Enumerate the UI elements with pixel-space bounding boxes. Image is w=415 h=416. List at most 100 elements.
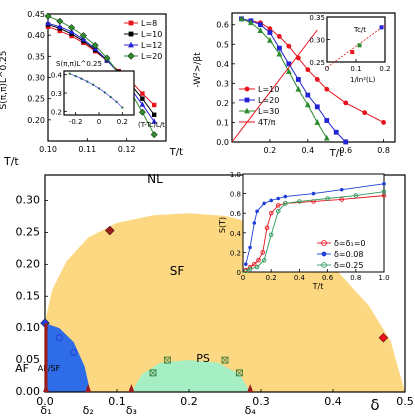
data-point [276, 50, 283, 57]
y-tick-label: 0.15 [16, 289, 41, 302]
y-tick-label: 0.6 [216, 21, 229, 30]
data-point [79, 32, 87, 40]
phase-point [70, 348, 78, 356]
region-label: AF/SF [38, 364, 61, 373]
ps-region [131, 360, 251, 392]
x-tick-label: 0.8 [350, 274, 361, 282]
y-axis-label: S(π,π)L^0.25 [0, 50, 9, 109]
region-label: PS [196, 352, 210, 365]
data-point [152, 102, 157, 108]
inset-title: S(π,π)L^0.25 [56, 60, 102, 68]
phase-point [55, 334, 63, 342]
panel-b-inset-frame [326, 16, 386, 63]
x-tick-label: 0.2 [117, 118, 128, 126]
legend-marker [321, 240, 327, 246]
inset-fit-line [326, 24, 386, 68]
data-point [305, 67, 311, 73]
data-point [339, 187, 344, 192]
data-point [252, 221, 257, 225]
data-point [243, 268, 249, 274]
y-tick-label: 0.20 [27, 116, 45, 125]
data-point [45, 20, 51, 26]
inset-data-point [357, 43, 362, 48]
legend-label: δ=0.25 [334, 261, 363, 270]
data-point [382, 182, 386, 186]
x-tick-label: 0.5 [396, 395, 414, 408]
x-tick-label: 0.8 [377, 146, 390, 155]
y-tick-label: 0.45 [27, 10, 45, 19]
legend: L=8 L=10 L=12 L=20 [124, 19, 162, 61]
legend-label: L=30 [258, 107, 279, 116]
inset-data-point [350, 50, 355, 55]
legend-marker [128, 31, 134, 37]
data-point [57, 28, 62, 34]
data-point [260, 250, 265, 255]
data-point [257, 27, 264, 33]
data-point [353, 193, 359, 198]
x-tick-label: 0 [97, 118, 101, 126]
data-point [138, 108, 146, 116]
y-tick-label: 0.6 [230, 210, 242, 218]
legend-marker [244, 107, 250, 114]
legend-label: δ=δ₁=0 [334, 239, 366, 248]
legend-label: L=10 [258, 85, 279, 94]
x-tick-label: 0.4 [324, 395, 342, 408]
legend-marker [321, 251, 327, 257]
data-point [56, 17, 64, 25]
x-tick-label: 0.4 [301, 146, 314, 155]
data-point [57, 23, 63, 29]
data-point [381, 120, 387, 125]
data-point [244, 262, 248, 266]
x-tick-label: 0.11 [78, 145, 96, 154]
y-tick-label: 0.35 [27, 52, 45, 61]
data-point [152, 112, 157, 117]
y-tick-label: 0.4 [51, 72, 63, 80]
data-point [248, 19, 254, 26]
data-point [256, 257, 261, 263]
data-point [314, 77, 320, 82]
y-tick-label: 0.20 [16, 257, 41, 270]
data-point [267, 26, 273, 32]
y-tick-label: 0.05 [16, 353, 41, 366]
legend-label: L=8 [141, 19, 157, 28]
data-point [151, 118, 157, 124]
inset-title: Tc/t [353, 26, 366, 34]
phase-point-cross [149, 369, 157, 377]
y-tick-label: 0.3 [51, 90, 62, 98]
x-tick-label: 0.1 [108, 395, 126, 408]
legend-label: 4T/π [258, 118, 276, 127]
data-point [91, 41, 99, 49]
x-tick-label: -0.2 [69, 118, 83, 126]
phase-point-cross [221, 356, 229, 364]
data-point [267, 36, 273, 43]
x-tick-label: 0.2 [180, 395, 198, 408]
data-point [324, 118, 330, 123]
data-point [276, 196, 281, 201]
data-point [297, 199, 302, 204]
y-tick-label: 0 [237, 269, 241, 277]
legend-marker [321, 262, 327, 268]
data-point [258, 22, 263, 28]
legend-marker [244, 86, 250, 92]
x-tick-label: 0 [325, 65, 329, 73]
data-point [283, 201, 288, 206]
data-point [276, 203, 281, 208]
delta-label: δ₁ [40, 404, 51, 416]
data-point [103, 54, 111, 62]
delta-marker [85, 384, 92, 392]
panel-b-superfluid-stiffness-chart: 0.2 0.4 0.6 0.80.00.10.20.30.40.50.6T/t-W²>… [193, 12, 396, 159]
y-axis-label: T/t [3, 155, 19, 168]
data-point [276, 45, 282, 51]
data-point [44, 12, 52, 20]
series-line [245, 191, 385, 272]
data-point [295, 85, 302, 92]
y-tick-label: 0.2 [216, 99, 229, 108]
data-point [323, 134, 330, 141]
data-point [255, 209, 259, 214]
legend-marker [244, 97, 250, 103]
data-point [150, 131, 158, 139]
data-point [252, 261, 257, 267]
region-label: NL [147, 172, 163, 186]
data-point [314, 119, 321, 125]
delta-marker [43, 384, 49, 392]
